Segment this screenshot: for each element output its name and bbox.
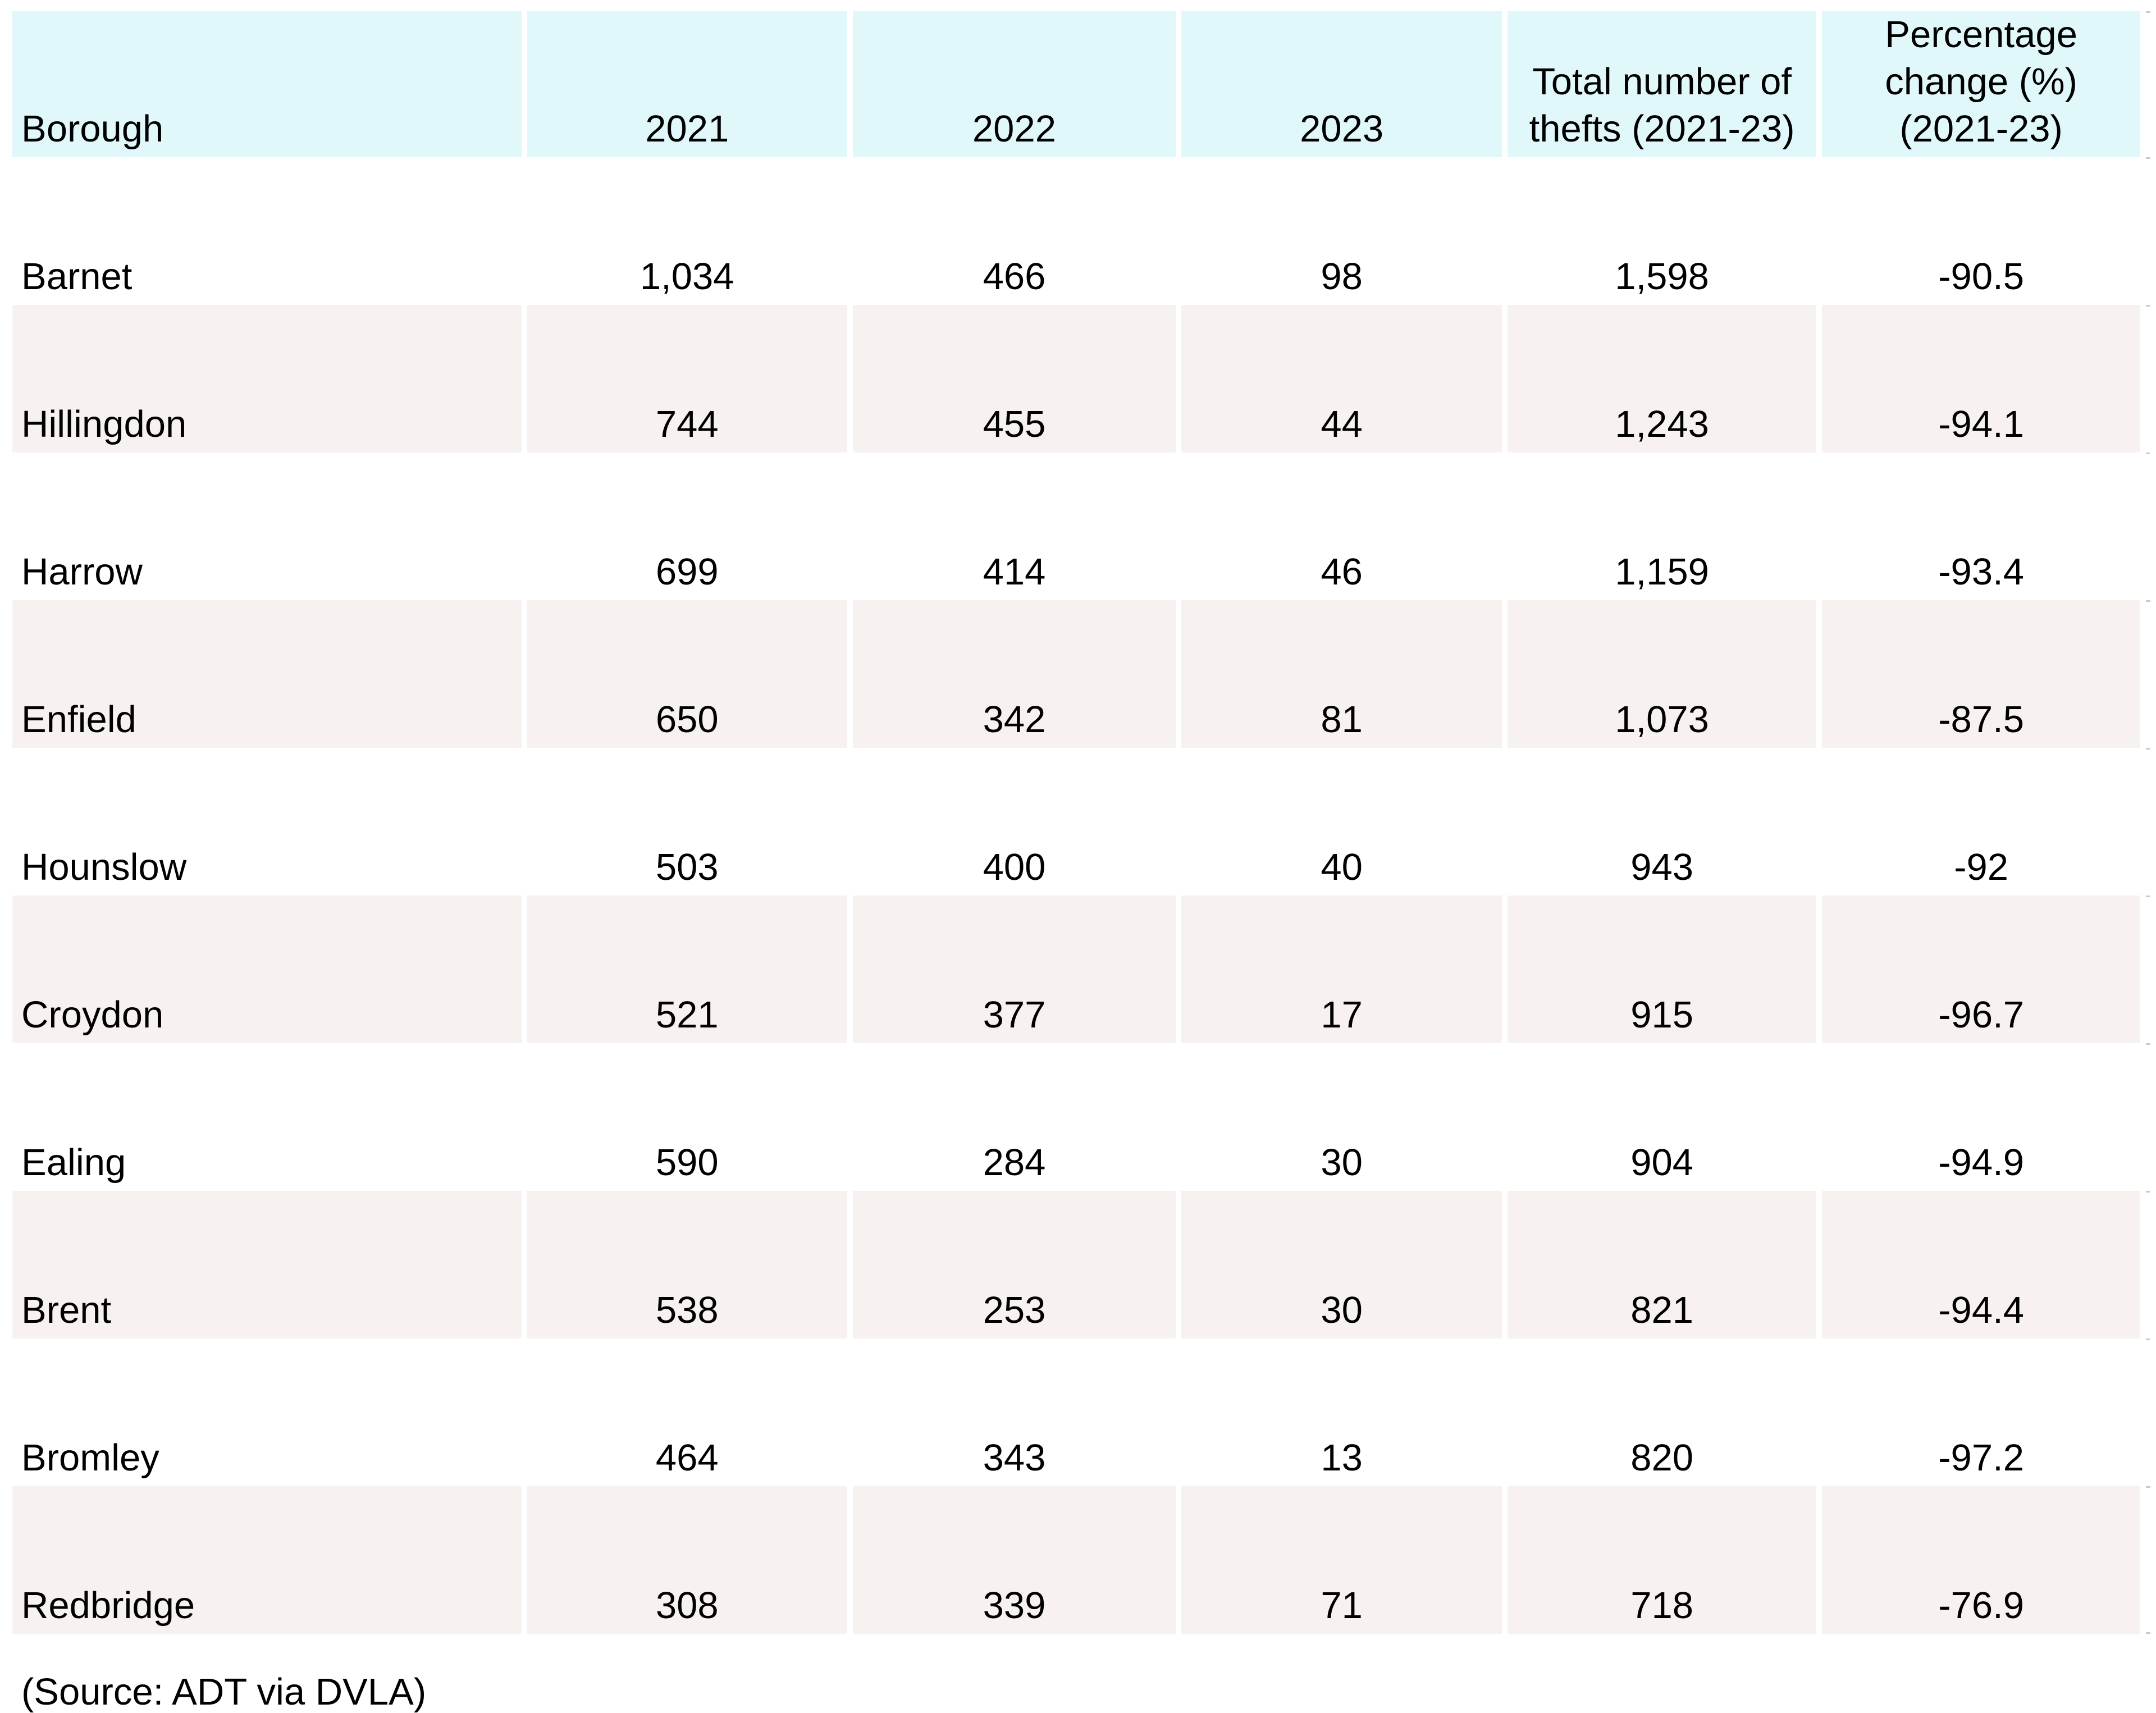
cell-2022: 284 — [983, 1141, 1046, 1184]
header-cell-pct-change: Percentage change (%) (2021-23) — [1822, 11, 2140, 157]
row-boundary-tick — [2146, 748, 2150, 896]
cell-pct-change: -87.5 — [1822, 600, 2140, 748]
cell-2023: 81 — [1181, 600, 1502, 748]
cell-total: 820 — [1630, 1437, 1694, 1479]
cell-2022: 343 — [983, 1437, 1046, 1479]
cell-total: 1,073 — [1508, 600, 1817, 748]
row-boundary-tick — [2146, 11, 2150, 157]
cell-borough: Hillingdon — [12, 305, 522, 453]
source-note: (Source: ADT via DVLA) — [21, 1671, 427, 1713]
table-row-ealing: Ealing 590 284 30 904 -94.9 — [12, 1043, 2150, 1191]
cell-total: 904 — [1630, 1141, 1694, 1184]
cell-borough: Harrow — [21, 551, 143, 593]
cell-2022: 414 — [983, 551, 1046, 593]
cell-pct-change: -96.7 — [1822, 896, 2140, 1043]
cell-pct-change: -94.1 — [1822, 305, 2140, 453]
cell-total: 821 — [1508, 1191, 1817, 1339]
header-cell-2021: 2021 — [527, 11, 847, 157]
cell-2022: 253 — [852, 1191, 1176, 1339]
row-boundary-tick — [2146, 600, 2150, 748]
row-boundary-tick — [2146, 305, 2150, 453]
cell-borough: Ealing — [21, 1141, 126, 1184]
cell-pct-change: -94.4 — [1822, 1191, 2140, 1339]
cell-2022: 377 — [852, 896, 1176, 1043]
cell-2023: 46 — [1321, 551, 1363, 593]
cell-total: 943 — [1630, 846, 1694, 888]
table-row-redbridge: Redbridge 308 339 71 718 -76.9 — [12, 1486, 2150, 1634]
cell-2023: 30 — [1181, 1191, 1502, 1339]
cell-borough: Croydon — [12, 896, 522, 1043]
cell-total: 718 — [1508, 1486, 1817, 1634]
table-row-harrow: Harrow 699 414 46 1,159 -93.4 — [12, 453, 2150, 600]
cell-2023: 13 — [1321, 1437, 1363, 1479]
cell-total: 1,243 — [1508, 305, 1817, 453]
cell-pct-change: -97.2 — [1938, 1437, 2024, 1479]
cell-2022: 400 — [983, 846, 1046, 888]
cell-2023: 17 — [1181, 896, 1502, 1043]
cell-2023: 30 — [1321, 1141, 1363, 1184]
cell-2021: 1,034 — [640, 255, 734, 298]
cell-pct-change: -92 — [1954, 846, 2009, 888]
cell-2021: 464 — [655, 1437, 719, 1479]
cell-2021: 590 — [655, 1141, 719, 1184]
row-boundary-tick — [2146, 1486, 2150, 1634]
cell-pct-change: -94.9 — [1938, 1141, 2024, 1184]
cell-pct-change: -93.4 — [1938, 551, 2024, 593]
cell-2023: 71 — [1181, 1486, 1502, 1634]
table-row-barnet: Barnet 1,034 466 98 1,598 -90.5 — [12, 157, 2150, 305]
header-cell-borough: Borough — [12, 11, 522, 157]
header-cell-2022: 2022 — [852, 11, 1176, 157]
table-row-brent: Brent 538 253 30 821 -94.4 — [12, 1191, 2150, 1339]
cell-2021: 699 — [655, 551, 719, 593]
row-boundary-tick — [2146, 157, 2150, 305]
cell-borough: Brent — [12, 1191, 522, 1339]
row-boundary-tick — [2146, 453, 2150, 600]
cell-total: 1,159 — [1615, 551, 1709, 593]
table-row-hillingdon: Hillingdon 744 455 44 1,243 -94.1 — [12, 305, 2150, 453]
cell-2021: 503 — [655, 846, 719, 888]
cell-2022: 339 — [852, 1486, 1176, 1634]
row-boundary-tick — [2146, 1191, 2150, 1339]
row-boundary-tick — [2146, 896, 2150, 1043]
cell-2022: 342 — [852, 600, 1176, 748]
cell-pct-change: -90.5 — [1938, 255, 2024, 298]
cell-total: 1,598 — [1615, 255, 1709, 298]
cell-borough: Enfield — [12, 600, 522, 748]
cell-2021: 744 — [527, 305, 847, 453]
cell-2023: 44 — [1181, 305, 1502, 453]
cell-total: 915 — [1508, 896, 1817, 1043]
header-row: Borough 2021 2022 2023 Total number of t… — [12, 11, 2150, 157]
cell-2021: 650 — [527, 600, 847, 748]
cell-borough: Barnet — [21, 255, 133, 298]
cell-borough: Hounslow — [21, 846, 187, 888]
table-row-bromley: Bromley 464 343 13 820 -97.2 — [12, 1339, 2150, 1486]
cell-2023: 40 — [1321, 846, 1363, 888]
table-row-enfield: Enfield 650 342 81 1,073 -87.5 — [12, 600, 2150, 748]
cell-borough: Bromley — [21, 1437, 159, 1479]
header-cell-total: Total number of thefts (2021-23) — [1508, 11, 1817, 157]
cell-2021: 308 — [527, 1486, 847, 1634]
cell-2022: 455 — [852, 305, 1176, 453]
row-boundary-tick — [2146, 1043, 2150, 1191]
cell-2023: 98 — [1321, 255, 1363, 298]
cell-pct-change: -76.9 — [1822, 1486, 2140, 1634]
cell-borough: Redbridge — [12, 1486, 522, 1634]
borough-thefts-table: Borough 2021 2022 2023 Total number of t… — [7, 11, 2156, 1634]
row-boundary-tick — [2146, 1339, 2150, 1486]
table-row-croydon: Croydon 521 377 17 915 -96.7 — [12, 896, 2150, 1043]
cell-2021: 521 — [527, 896, 847, 1043]
cell-2021: 538 — [527, 1191, 847, 1339]
table-row-hounslow: Hounslow 503 400 40 943 -92 — [12, 748, 2150, 896]
cell-2022: 466 — [983, 255, 1046, 298]
header-cell-2023: 2023 — [1181, 11, 1502, 157]
